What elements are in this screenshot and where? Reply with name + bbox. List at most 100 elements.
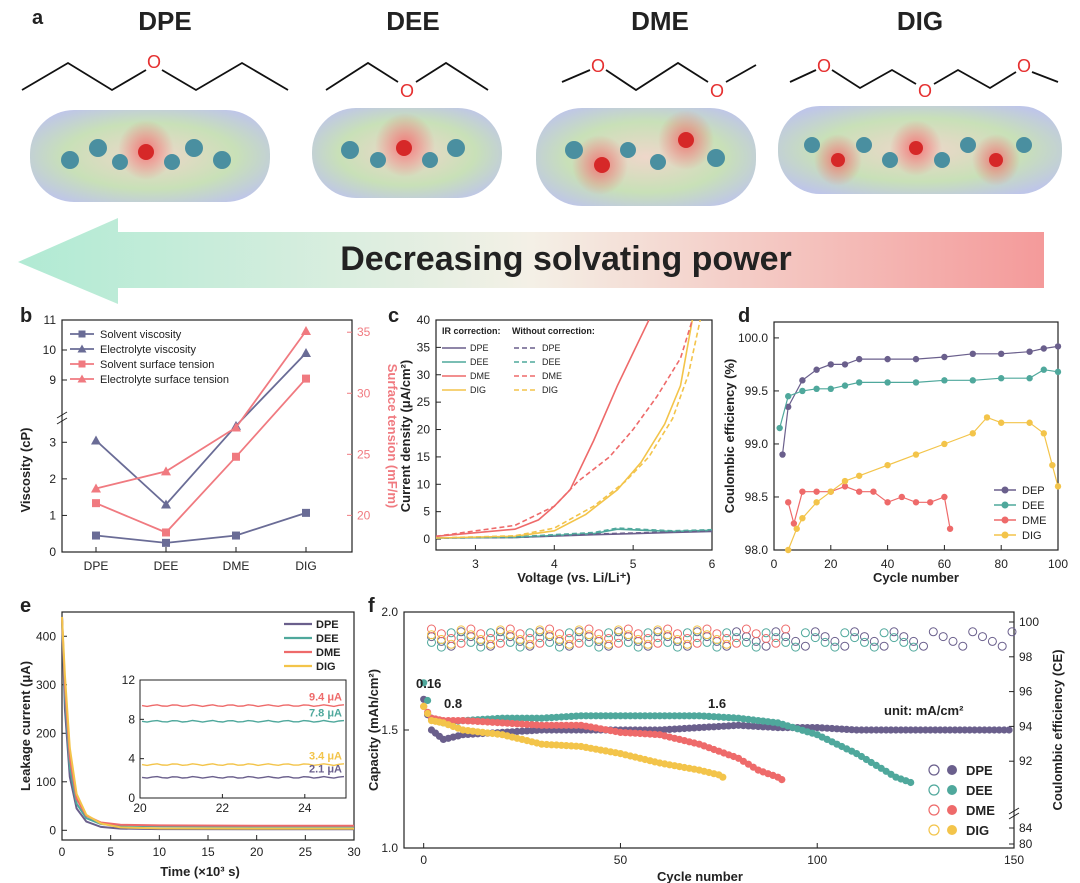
panel-c-ytick-label: 0 <box>423 532 430 546</box>
panel-f-y2tick-label: 92 <box>1019 754 1033 768</box>
panel-f-ce-point <box>436 642 446 652</box>
panel-c-series-line <box>436 320 694 539</box>
panel-f-ce-point <box>594 629 604 639</box>
panel-f-ce-point <box>889 633 899 643</box>
panel-f-ce-point <box>525 628 535 638</box>
panel-c-legend-label: DPE <box>542 343 561 353</box>
panel-c-ytick-label: 20 <box>417 423 431 437</box>
panel-e-ytick-label: 400 <box>36 629 56 643</box>
atoms-dme <box>565 132 725 173</box>
annotation-rate-16: 1.6 <box>708 696 726 711</box>
annotation-rate-016: 0.16 <box>416 676 441 691</box>
panel-d-data-point <box>799 377 806 384</box>
panel-f-ce-point <box>515 635 525 644</box>
inset-value-label: 7.8 μA <box>309 707 342 719</box>
panel-f-ce-point <box>515 642 525 652</box>
atoms-dee <box>341 139 465 168</box>
panel-e-xtick-label: 20 <box>250 845 264 859</box>
panel-b-data-point <box>232 452 240 461</box>
panel-f-data-point <box>587 712 595 720</box>
panel-f-ce-point <box>741 624 751 634</box>
panel-f-ce-point <box>702 637 712 647</box>
panel-c-xtick-label: 3 <box>472 557 479 571</box>
panel-f-ce-point <box>781 637 791 647</box>
panel-f-ce-point <box>692 625 702 635</box>
panel-d-data-point <box>813 488 820 495</box>
inset-series-line <box>141 763 345 767</box>
panel-f-ce-point <box>505 624 515 634</box>
panel-b-frame <box>61 319 353 553</box>
panel-d-data-point <box>813 366 820 373</box>
panel-d-data-point <box>799 514 806 522</box>
panel-f-xtick-label: 50 <box>614 853 628 867</box>
panel-f-y2tick-label: 98 <box>1019 650 1033 664</box>
panel-f-ce-point <box>456 625 466 635</box>
panel-c-ytick-label: 10 <box>417 477 431 491</box>
panel-b-series-line <box>95 330 307 490</box>
panel-f-ce-point <box>436 635 446 644</box>
panel-e-xtick-label: 15 <box>201 845 215 859</box>
panel-d-xtick-label: 40 <box>881 557 895 571</box>
panel-c-legend-label: DIG <box>542 385 558 395</box>
panel-f-ce-point <box>761 634 771 643</box>
panel-d-data-point <box>912 451 920 458</box>
panel-e-xtick-label: 25 <box>299 845 313 859</box>
panel-d-series-line <box>787 416 1059 551</box>
inset-ytick-label: 12 <box>122 673 136 687</box>
oxygen-label-dme-1: O <box>591 56 605 76</box>
panel-f-legend-marker <box>947 805 957 815</box>
panel-c-series-line <box>436 320 701 539</box>
panel-e-ytick-label: 0 <box>49 823 56 837</box>
panel-f-ce-point <box>712 642 722 652</box>
panel-d-data-point <box>1054 483 1062 490</box>
panel-d-xtick-label: 20 <box>824 557 838 571</box>
panel-f-ce-point <box>860 637 869 647</box>
panel-c-ytick-label: 35 <box>417 340 431 354</box>
panel-b-ytick-label: 10 <box>43 343 57 357</box>
panel-b-legend-marker <box>78 330 86 338</box>
panel-b-data-point <box>301 348 311 357</box>
panel-e-xtick-label: 10 <box>153 845 167 859</box>
panel-f-data-point <box>719 773 727 781</box>
panel-f-ce-point <box>781 624 791 634</box>
panel-f-ce-point <box>604 628 614 638</box>
panel-d-series-line <box>781 345 1059 455</box>
panel-f-legend-marker <box>947 825 957 835</box>
panel-d-data-point <box>799 488 806 495</box>
panel-c-xtick-label: 4 <box>551 557 558 571</box>
panel-f-y2tick-label: 96 <box>1019 685 1033 699</box>
molecule-title-dme: DME <box>631 6 689 36</box>
oxygen-label-dig-3: O <box>1017 56 1031 76</box>
panel-d-ytick-label: 99.0 <box>745 437 769 451</box>
panel-e-ytick-label: 300 <box>36 678 56 692</box>
panel-f-ce-point <box>997 641 1007 651</box>
panel-f-ce-point <box>938 632 948 642</box>
panel-f-legend-marker <box>947 785 957 795</box>
panel-d-data-point <box>946 525 954 532</box>
panel-f-ce-point <box>564 641 574 651</box>
panel-b-legend-marker <box>77 374 87 383</box>
panel-f-data-point <box>867 726 875 734</box>
panel-f-ce-point <box>584 624 594 634</box>
panel-f-ce-point <box>486 628 496 638</box>
panel-f-y2tick-label: 94 <box>1019 719 1033 733</box>
panel-b-xtick-label: DEE <box>154 559 179 573</box>
panel-f-ce-point <box>436 629 446 639</box>
panel-f-data-point <box>562 721 570 729</box>
panel-e-xtick-label: 30 <box>347 845 361 859</box>
inset-ytick-label: 0 <box>128 791 135 805</box>
panel-f-ce-point <box>987 636 997 646</box>
panel-b-data-point <box>91 435 101 445</box>
panel-f-ce-point <box>623 637 633 647</box>
panel-d-data-point <box>856 472 863 479</box>
panel-f-data-point <box>424 696 432 705</box>
panel-f-data-point <box>907 778 915 787</box>
panel-f-ce-point <box>446 628 456 638</box>
panel-d-data-point <box>827 385 834 393</box>
skeleton-dpe-right <box>161 61 289 92</box>
panel-f-ce-point <box>555 642 564 652</box>
panel-d-data-point <box>941 440 948 448</box>
panel-f-ce-point <box>722 641 732 651</box>
panel-f-ce-point <box>633 629 643 639</box>
